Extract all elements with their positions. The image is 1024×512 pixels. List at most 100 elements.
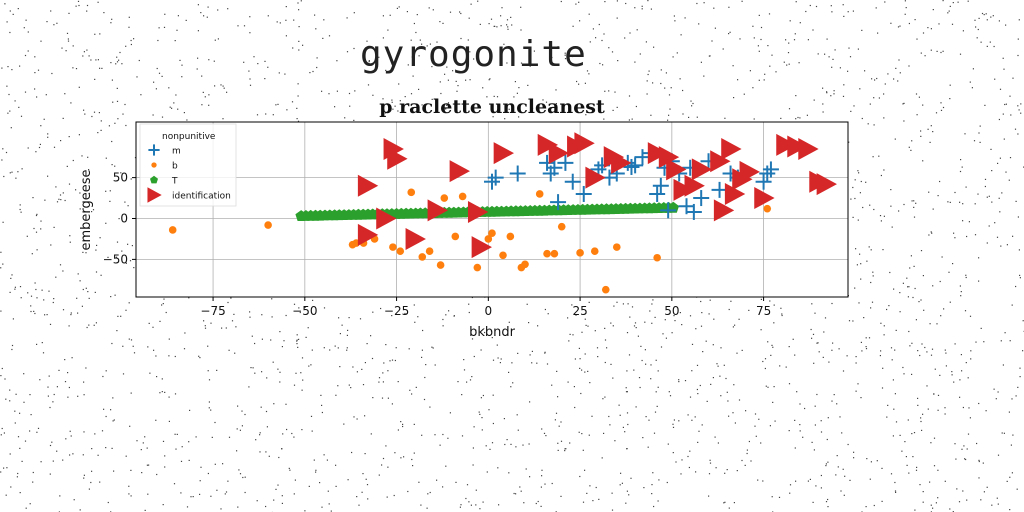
noise-speck <box>21 168 23 170</box>
noise-speck <box>895 67 897 69</box>
noise-speck <box>557 396 559 398</box>
noise-speck <box>811 441 813 443</box>
noise-speck <box>689 315 692 317</box>
noise-speck <box>9 291 11 293</box>
noise-speck <box>989 41 991 43</box>
noise-speck <box>767 45 769 47</box>
noise-speck <box>972 68 974 70</box>
noise-speck <box>382 381 384 383</box>
noise-speck <box>83 474 85 476</box>
noise-speck <box>627 423 629 426</box>
noise-speck <box>700 325 703 327</box>
noise-speck <box>475 329 477 331</box>
noise-speck <box>397 429 399 431</box>
noise-speck <box>230 297 232 299</box>
data-point <box>754 187 775 210</box>
noise-speck <box>831 11 833 13</box>
noise-speck <box>947 201 949 203</box>
noise-speck <box>1008 179 1010 181</box>
noise-speck <box>173 102 175 104</box>
noise-speck <box>935 502 937 504</box>
noise-speck <box>582 501 585 503</box>
noise-speck <box>1002 113 1004 115</box>
noise-speck <box>352 366 354 368</box>
noise-speck <box>567 317 569 319</box>
noise-speck <box>322 37 324 39</box>
noise-speck <box>937 497 939 499</box>
noise-speck <box>537 325 539 327</box>
noise-speck <box>551 482 553 485</box>
noise-speck <box>786 64 788 66</box>
noise-speck <box>310 415 313 417</box>
noise-speck <box>912 296 914 299</box>
noise-speck <box>329 349 331 351</box>
noise-speck <box>556 370 558 372</box>
noise-speck <box>398 6 400 8</box>
noise-speck <box>256 500 258 502</box>
noise-speck <box>681 459 683 461</box>
noise-speck <box>997 162 999 164</box>
noise-speck <box>44 314 46 316</box>
noise-speck <box>917 350 919 352</box>
noise-speck <box>108 125 110 127</box>
noise-speck <box>56 22 58 24</box>
noise-speck <box>616 17 618 19</box>
noise-speck <box>889 271 891 274</box>
noise-speck <box>798 62 800 64</box>
noise-speck <box>133 352 136 354</box>
noise-speck <box>6 467 8 469</box>
noise-speck <box>155 355 157 357</box>
noise-speck <box>781 314 783 317</box>
noise-speck <box>1009 95 1011 97</box>
noise-speck <box>328 503 330 505</box>
noise-speck <box>1002 57 1004 59</box>
noise-speck <box>689 396 692 398</box>
noise-speck <box>716 363 718 365</box>
noise-speck <box>622 303 624 305</box>
noise-speck <box>52 401 54 403</box>
data-point <box>601 285 610 294</box>
noise-speck <box>207 472 209 475</box>
noise-speck <box>746 449 748 451</box>
noise-speck <box>810 328 812 331</box>
noise-speck <box>385 344 387 346</box>
noise-speck <box>58 198 60 200</box>
noise-speck <box>128 338 130 340</box>
x-tick-label: −50 <box>292 304 317 318</box>
noise-speck <box>3 432 5 434</box>
noise-speck <box>24 54 27 57</box>
noise-speck <box>62 309 65 311</box>
noise-speck <box>497 467 499 469</box>
data-point <box>405 227 426 250</box>
noise-speck <box>132 345 134 347</box>
noise-speck <box>12 318 14 320</box>
noise-speck <box>836 403 838 405</box>
noise-speck <box>40 220 42 222</box>
noise-speck <box>492 116 494 118</box>
noise-speck <box>820 420 822 422</box>
noise-speck <box>239 429 241 431</box>
noise-speck <box>873 208 875 211</box>
noise-speck <box>196 68 198 70</box>
noise-speck <box>81 155 83 157</box>
noise-speck <box>312 70 314 73</box>
noise-speck <box>399 100 401 102</box>
noise-speck <box>285 19 287 21</box>
noise-speck <box>780 117 782 119</box>
noise-speck <box>954 343 956 345</box>
noise-speck <box>869 478 871 480</box>
noise-speck <box>204 325 206 327</box>
noise-speck <box>107 501 109 504</box>
noise-speck <box>34 282 36 284</box>
noise-speck <box>492 422 494 425</box>
noise-speck <box>712 377 714 379</box>
noise-speck <box>210 409 212 411</box>
data-point <box>425 247 434 256</box>
data-point <box>763 204 772 213</box>
noise-speck <box>647 446 649 448</box>
noise-speck <box>588 434 590 436</box>
noise-speck <box>680 473 682 475</box>
noise-speck <box>94 291 96 293</box>
noise-speck <box>116 61 119 63</box>
noise-speck <box>34 56 36 58</box>
